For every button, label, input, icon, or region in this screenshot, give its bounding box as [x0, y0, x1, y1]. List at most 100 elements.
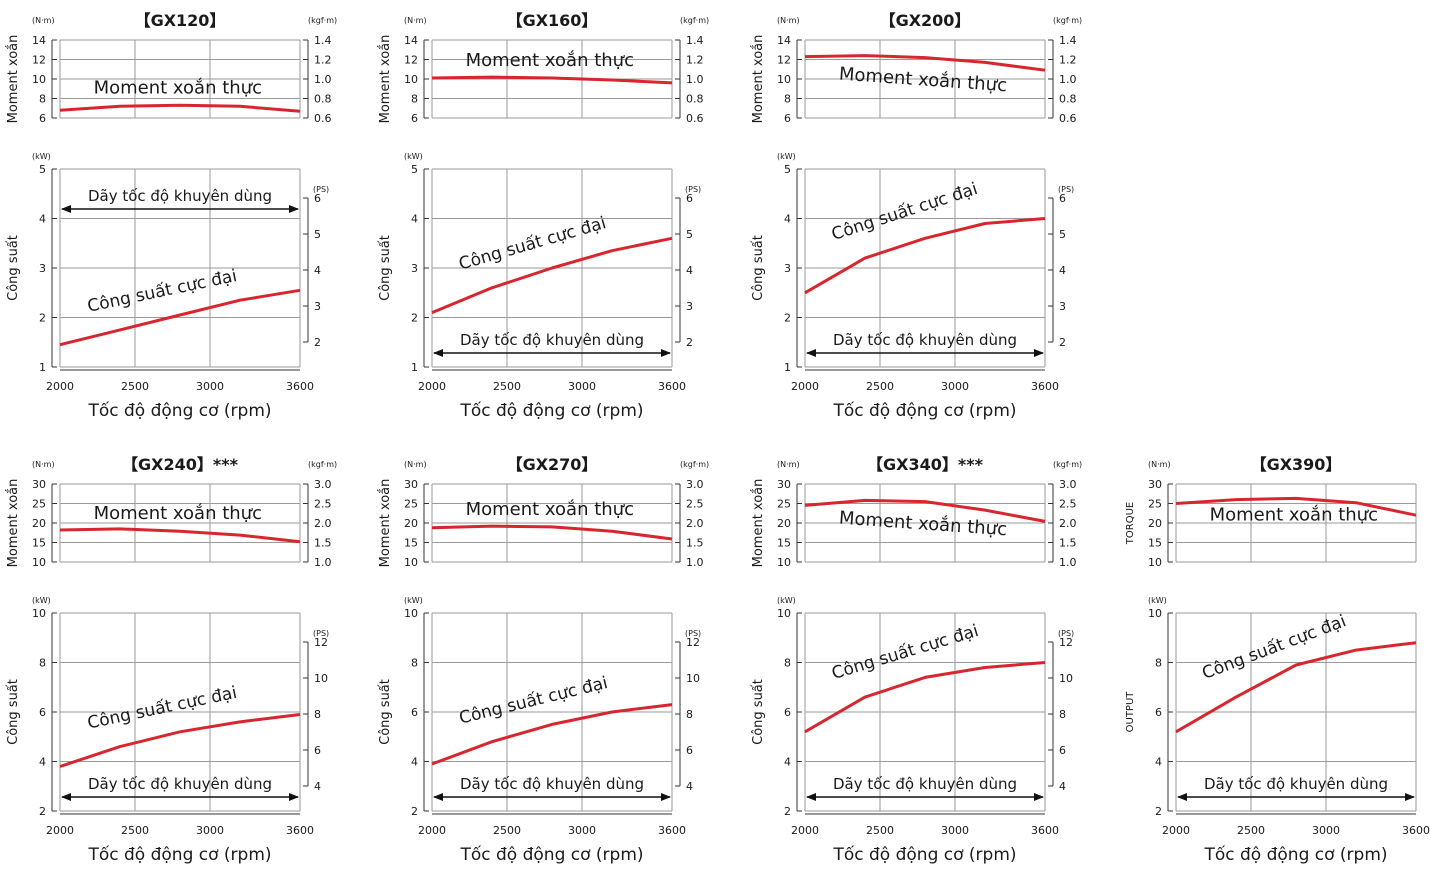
power-tick-label: 4 [784, 213, 791, 226]
power-right-tick-label: 2 [1059, 336, 1066, 349]
power-tick-label: 8 [39, 657, 46, 670]
power-curve [431, 236, 673, 314]
torque-tick-label: 20 [777, 517, 791, 530]
power-tick-label: 6 [784, 706, 791, 719]
torque-unit-left: (N·m) [32, 460, 55, 469]
power-series-label: Công suất cực đại [457, 672, 610, 728]
chart-title: 【GX120】 [135, 11, 226, 30]
torque-right-tick-label: 1.2 [1059, 54, 1077, 67]
chart-title: 【GX240】*** [122, 455, 239, 474]
torque-curve [59, 103, 301, 113]
torque-tick-label: 15 [777, 537, 791, 550]
power-right-tick-label: 10 [1059, 672, 1073, 685]
power-curve [59, 288, 301, 347]
torque-axis-label: Moment xoắn [378, 35, 393, 124]
power-tick-label: 5 [39, 163, 46, 176]
power-tick-label: 2 [784, 805, 791, 818]
power-unit-right: (PS) [1058, 185, 1074, 194]
power-series-label: Công suất cực đại [86, 265, 239, 317]
x-tick-label: 2000 [791, 824, 819, 837]
power-series-label: Công suất cực đại [456, 212, 608, 274]
chart-title: 【GX160】 [507, 11, 598, 30]
torque-tick-label: 8 [39, 93, 46, 106]
x-axis-label: Tốc độ động cơ (rpm) [832, 844, 1016, 865]
torque-curve [1175, 496, 1417, 517]
torque-tick-label: 15 [32, 537, 46, 550]
x-tick-label: 3000 [568, 824, 596, 837]
power-tick-label: 4 [1155, 756, 1162, 769]
torque-unit-right: (kgf·m) [680, 460, 709, 469]
power-tick-label: 3 [39, 262, 46, 275]
torque-tick-label: 20 [404, 517, 418, 530]
torque-tick-label: 25 [32, 498, 46, 511]
torque-right-tick-label: 1.0 [314, 556, 332, 569]
torque-tick-label: 14 [777, 34, 791, 47]
x-axis-label: Tốc độ động cơ (rpm) [459, 844, 643, 865]
power-tick-label: 4 [39, 756, 46, 769]
torque-axis-label: Moment xoắn [6, 35, 21, 124]
power-tick-label: 10 [1148, 607, 1162, 620]
power-right-tick-label: 6 [314, 744, 321, 757]
power-tick-label: 2 [39, 805, 46, 818]
x-tick-label: 3000 [941, 380, 969, 393]
torque-right-tick-label: 0.6 [1059, 112, 1077, 125]
torque-tick-label: 30 [777, 478, 791, 491]
power-tick-label: 3 [784, 262, 791, 275]
power-right-tick-label: 4 [686, 780, 693, 793]
torque-tick-label: 30 [32, 478, 46, 491]
torque-curve [431, 75, 673, 85]
power-axis-label: Công suất [6, 679, 21, 745]
power-unit-right: (PS) [313, 185, 329, 194]
power-axis-label: Công suất [378, 235, 393, 301]
torque-tick-label: 12 [777, 54, 791, 67]
torque-unit-right: (kgf·m) [1053, 16, 1082, 25]
torque-tick-label: 8 [411, 93, 418, 106]
power-right-tick-label: 2 [314, 336, 321, 349]
power-series-label: Công suất cực đại [829, 620, 981, 684]
torque-axis-label: TORQUE [1125, 502, 1136, 545]
recommended-range-label: Dãy tốc độ khuyên dùng [460, 331, 644, 349]
torque-series-label: Moment xoắn thực [94, 77, 262, 98]
recommended-range-label: Dãy tốc độ khuyên dùng [1204, 775, 1388, 793]
torque-tick-label: 6 [39, 112, 46, 125]
power-right-tick-label: 5 [686, 228, 693, 241]
torque-tick-label: 10 [32, 556, 46, 569]
power-right-tick-label: 8 [314, 708, 321, 721]
torque-unit-left: (N·m) [777, 460, 800, 469]
torque-unit-left: (N·m) [404, 460, 427, 469]
power-tick-label: 2 [1155, 805, 1162, 818]
torque-tick-label: 10 [777, 556, 791, 569]
power-tick-label: 6 [1155, 706, 1162, 719]
power-axis-label: Công suất [751, 235, 766, 301]
torque-tick-label: 10 [1148, 556, 1162, 569]
x-tick-label: 3600 [658, 824, 686, 837]
power-right-tick-label: 4 [314, 780, 321, 793]
torque-unit-left: (N·m) [404, 16, 427, 25]
torque-right-tick-label: 3.0 [1059, 478, 1077, 491]
x-tick-label: 3000 [196, 824, 224, 837]
x-tick-label: 3600 [1402, 824, 1430, 837]
torque-tick-label: 15 [1148, 537, 1162, 550]
x-tick-label: 2500 [866, 380, 894, 393]
torque-tick-label: 6 [411, 112, 418, 125]
power-right-tick-label: 10 [686, 672, 700, 685]
torque-right-tick-label: 3.0 [314, 478, 332, 491]
x-tick-label: 3600 [286, 380, 314, 393]
power-right-tick-label: 10 [314, 672, 328, 685]
x-tick-label: 3000 [568, 380, 596, 393]
torque-curve [804, 54, 1046, 72]
power-right-tick-label: 4 [1059, 780, 1066, 793]
power-unit-right: (PS) [313, 629, 329, 638]
x-axis-label: Tốc độ động cơ (rpm) [832, 400, 1016, 421]
power-right-tick-label: 6 [314, 192, 321, 205]
torque-unit-right: (kgf·m) [308, 16, 337, 25]
power-unit-left: (kW) [777, 152, 796, 161]
power-tick-label: 8 [1155, 657, 1162, 670]
torque-tick-label: 25 [1148, 498, 1162, 511]
power-curve [59, 713, 301, 768]
recommended-range-label: Dãy tốc độ khuyên dùng [460, 775, 644, 793]
torque-axis-label: Moment xoắn [751, 479, 766, 568]
torque-tick-label: 30 [1148, 478, 1162, 491]
torque-unit-right: (kgf·m) [308, 460, 337, 469]
power-right-tick-label: 3 [1059, 300, 1066, 313]
